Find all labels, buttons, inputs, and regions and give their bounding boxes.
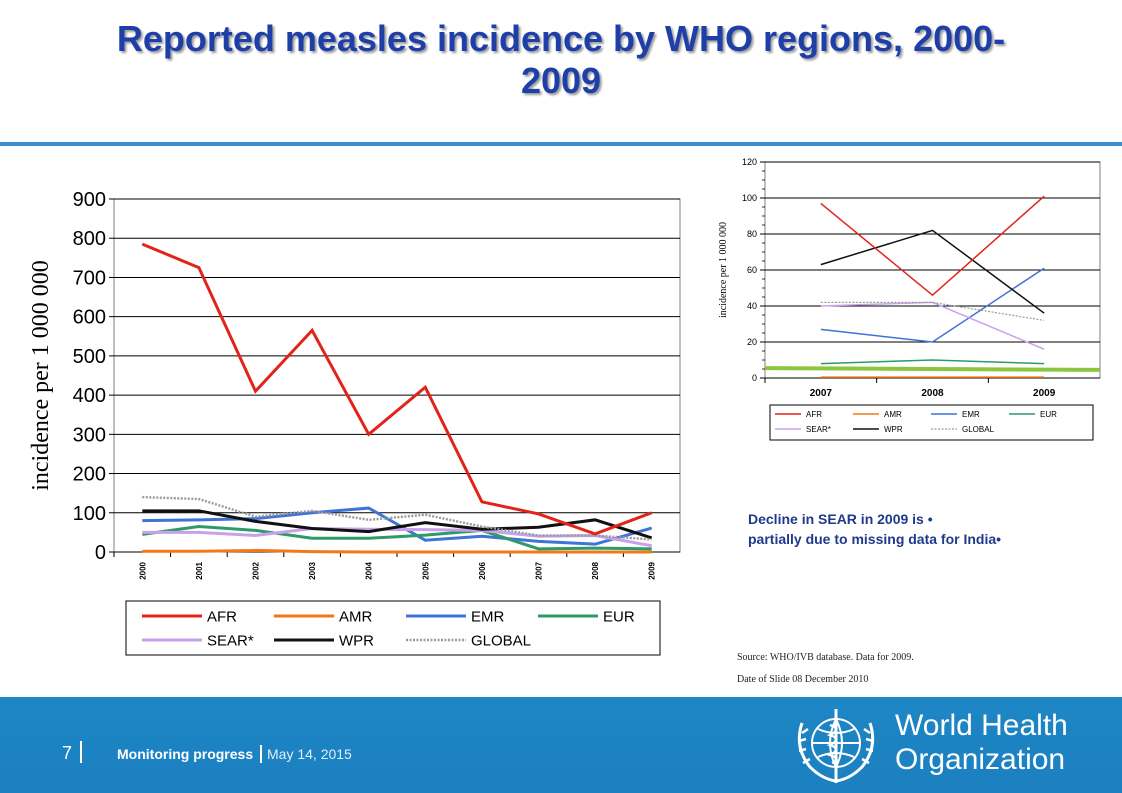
title-line-2: 2009 [520, 60, 602, 101]
main-chart-x-tick-label: 2003 [308, 561, 317, 579]
main-chart-x-tick-label: 2002 [252, 561, 261, 579]
main-chart-y-tick-label: 400 [73, 385, 106, 407]
inset-chart-legend-label: EUR [1040, 410, 1057, 419]
inset-chart-y-tick-label: 120 [742, 157, 757, 167]
inset-chart-x-tick-label: 2009 [1033, 388, 1056, 399]
main-chart-y-tick-label: 700 [73, 267, 106, 289]
org-name-line-2: Organization [895, 743, 1066, 776]
main-chart-legend-label: EMR [471, 608, 505, 625]
main-chart-x-tick-label: 2009 [648, 561, 657, 579]
inset-chart-highlight-band [764, 366, 1101, 372]
inset-chart-x-tick-label: 2007 [810, 388, 833, 399]
main-chart-y-tick-label: 100 [73, 503, 106, 525]
inset-chart-series-emr [820, 267, 1045, 343]
main-chart-x-tick-label: 2005 [421, 561, 430, 579]
main-chart-legend-label: WPR [339, 632, 374, 649]
main-chart-y-tick-label: 900 [73, 189, 106, 211]
inset-chart-series-afr [820, 195, 1045, 297]
main-chart-legend-label: SEAR* [207, 632, 254, 649]
main-chart-x-tick-label: 2007 [535, 561, 544, 579]
inset-chart-series-sear [820, 301, 1045, 350]
main-chart-legend-label: GLOBAL [471, 632, 531, 649]
footer-date: May 14, 2015 [267, 746, 352, 762]
main-chart-series-sear [142, 526, 652, 548]
main-chart-y-tick-label: 200 [73, 464, 106, 486]
main-chart-series-eur [142, 524, 652, 551]
page-number: 7 [62, 743, 73, 763]
inset-chart-x-tick-label: 2008 [921, 388, 944, 399]
inset-chart-legend-label: AFR [806, 410, 822, 419]
inset-chart-y-tick-label: 80 [747, 229, 757, 239]
main-chart-x-tick-label: 2001 [195, 561, 204, 579]
source-line: Source: WHO/IVB database. Data for 2009. [737, 652, 914, 663]
footer-separator-2 [260, 745, 262, 763]
main-chart-y-axis-label: incidence per 1 000 000 [28, 260, 54, 491]
note-line-1: Decline in SEAR in 2009 is • [748, 511, 933, 527]
inset-chart-y-tick-label: 100 [742, 193, 757, 203]
sear-note: Decline in SEAR in 2009 is • partially d… [748, 509, 1108, 549]
inset-chart-series-global [820, 301, 1045, 321]
main-chart-y-tick-label: 300 [73, 424, 106, 446]
main-chart-series-afr [141, 242, 653, 536]
main-chart-legend [125, 600, 661, 656]
page-title: Reported measles incidence by WHO region… [0, 18, 1122, 102]
main-chart-x-tick-label: 2000 [138, 561, 147, 579]
org-name-line-1: World Health [895, 709, 1068, 742]
main-chart-plot-area [113, 198, 681, 553]
footer-bar: 7 Monitoring progress May 14, 2015 World… [0, 697, 1122, 793]
inset-chart-y-axis-label: incidence per 1 000 000 [718, 222, 729, 318]
title-divider [0, 142, 1122, 146]
title-line-1: Reported measles incidence by WHO region… [116, 18, 1006, 59]
main-chart-legend-label: EUR [603, 608, 635, 625]
main-chart-y-tick-label: 500 [73, 346, 106, 368]
inset-chart-legend-label: WPR [884, 425, 903, 434]
main-chart-x-tick-label: 2004 [365, 561, 374, 579]
inset-chart-y-tick-label: 20 [747, 337, 757, 347]
inset-chart-y-tick-label: 60 [747, 265, 757, 275]
main-chart-x-tick-label: 2006 [478, 561, 487, 579]
inset-chart-y-tick-label: 0 [752, 373, 757, 383]
inset-chart-series-eur [820, 359, 1045, 365]
main-chart-series-emr [142, 506, 653, 546]
org-name: World Health Organization [895, 709, 1068, 777]
who-emblem-icon [797, 709, 875, 783]
slide-date-line: Date of Slide 08 December 2010 [737, 674, 869, 685]
note-line-2: partially due to missing data for India• [748, 531, 1002, 547]
inset-chart-y-tick-label: 40 [747, 301, 757, 311]
main-chart-series-amr [142, 548, 652, 554]
inset-chart-legend-label: AMR [884, 410, 902, 419]
inset-chart-legend-label: GLOBAL [962, 425, 995, 434]
inset-chart-legend [769, 404, 1094, 441]
inset-chart-series-wpr [820, 229, 1045, 314]
inset-chart-legend-label: SEAR* [806, 425, 831, 434]
main-chart-x-tick-label: 2008 [591, 561, 600, 579]
footer-section: Monitoring progress [117, 746, 254, 762]
main-chart-y-tick-label: 800 [73, 228, 106, 250]
main-chart-y-tick-label: 0 [95, 542, 106, 564]
main-chart-legend-label: AFR [207, 608, 237, 625]
main-chart-y-tick-label: 600 [73, 307, 106, 329]
inset-chart-legend-label: EMR [962, 410, 980, 419]
main-chart-legend-label: AMR [339, 608, 373, 625]
footer-separator [80, 741, 82, 763]
